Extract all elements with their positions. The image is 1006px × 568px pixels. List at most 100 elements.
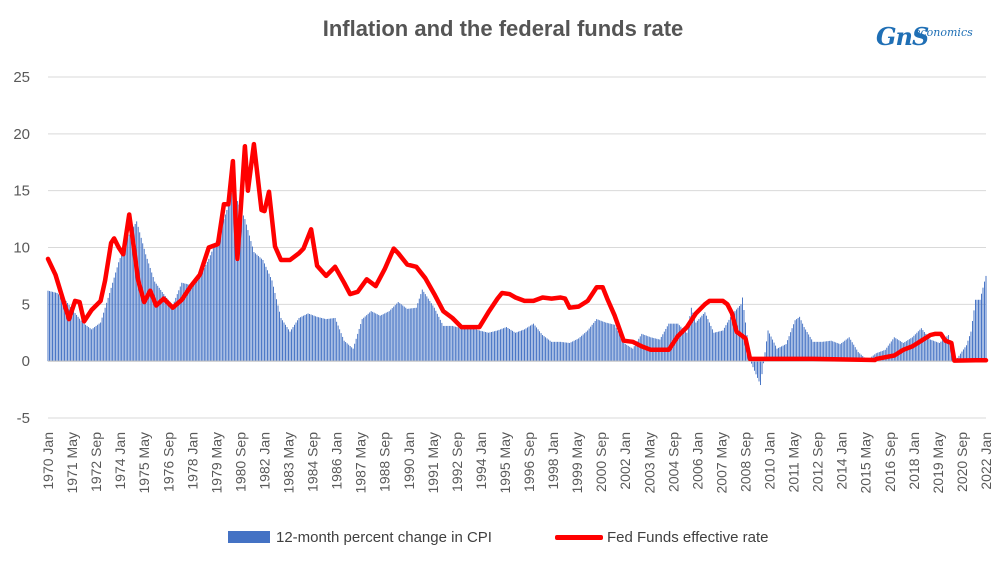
cpi-bar [349, 346, 351, 362]
cpi-bar [830, 340, 832, 362]
cpi-bar [166, 297, 168, 362]
cpi-bar [486, 332, 488, 362]
cpi-bar [358, 328, 360, 362]
cpi-bar [848, 337, 850, 362]
cpi-bar [812, 341, 814, 362]
x-tick-label: 2020 Sep [954, 432, 970, 492]
cpi-bar [217, 237, 219, 362]
cpi-bar [89, 328, 91, 362]
cpi-bar [761, 361, 763, 375]
cpi-bar [351, 347, 353, 362]
cpi-bar [576, 339, 578, 362]
cpi-bar [815, 341, 817, 362]
cpi-bar [239, 208, 241, 362]
cpi-bar [938, 342, 940, 362]
cpi-bar [411, 308, 413, 362]
y-tick-label: -5 [17, 410, 30, 427]
cpi-bar [301, 316, 303, 362]
cpi-bar [859, 353, 861, 362]
cpi-bar [49, 291, 50, 362]
cpi-bar [555, 341, 557, 362]
cpi-bar [279, 311, 280, 362]
cpi-bar [101, 317, 103, 362]
cpi-bar [805, 329, 807, 362]
cpi-bar [257, 256, 259, 362]
cpi-bar [67, 302, 69, 362]
cpi-bar [235, 197, 237, 362]
cpi-bar [456, 327, 458, 362]
cpi-bar [116, 267, 118, 362]
cpi-bar [372, 311, 374, 362]
cpi-bar [298, 317, 300, 362]
cpi-bar [127, 237, 129, 362]
cpi-bar [540, 333, 542, 362]
cpi-bar [965, 345, 967, 362]
cpi-bar [197, 278, 199, 362]
cpi-bar [121, 253, 123, 362]
cpi-bar [421, 289, 423, 362]
cpi-bar [588, 328, 590, 362]
cpi-bar [609, 323, 611, 362]
cpi-bar [103, 312, 105, 362]
cpi-bar [274, 292, 276, 362]
cpi-bar [205, 264, 207, 362]
cpi-bar [799, 316, 801, 362]
cpi-bar [847, 338, 849, 362]
cpi-bar [818, 341, 820, 362]
cpi-bar [62, 298, 64, 362]
cpi-bar [324, 318, 326, 362]
x-tick-label: 2006 Jan [689, 432, 705, 490]
cpi-bar [663, 331, 665, 362]
cpi-bar [199, 277, 201, 362]
cpi-bar [160, 289, 162, 362]
cpi-bar [735, 309, 737, 362]
cpi-bar [263, 263, 265, 362]
cpi-bar [379, 315, 381, 362]
cpi-bar [193, 282, 195, 362]
cpi-bar [668, 323, 670, 362]
cpi-bar [961, 351, 963, 362]
cpi-bar [732, 312, 734, 362]
cpi-bar [148, 263, 150, 362]
x-tick-label: 2019 May [930, 432, 946, 493]
cpi-bar [920, 328, 922, 362]
cpi-bar [367, 313, 369, 362]
cpi-bar [784, 344, 786, 362]
cpi-bar [346, 343, 348, 362]
cpi-bar [537, 329, 539, 362]
cpi-bar [845, 339, 847, 362]
cpi-bar [582, 334, 584, 362]
cpi-bar [215, 240, 217, 362]
cpi-bar [271, 280, 273, 362]
x-tick-label: 2007 May [713, 432, 729, 493]
cpi-bar [436, 313, 438, 362]
x-tick-label: 1983 May [281, 432, 297, 493]
cpi-bar [79, 318, 81, 362]
x-tick-label: 1990 Jan [401, 432, 417, 490]
cpi-bar [940, 341, 942, 362]
x-tick-label: 1995 May [497, 432, 513, 493]
cpi-bar [364, 316, 366, 362]
cpi-bar [400, 304, 402, 362]
cpi-bar [196, 279, 198, 362]
cpi-bar [615, 327, 617, 362]
cpi-bar [704, 312, 706, 362]
cpi-bar [318, 317, 320, 362]
cpi-bar [959, 353, 961, 362]
cpi-bar [211, 251, 213, 362]
cpi-bar [893, 337, 895, 362]
cpi-bar [570, 342, 572, 362]
cpi-bar [597, 319, 599, 362]
cpi-bar [946, 336, 948, 362]
cpi-bar [339, 329, 341, 362]
cpi-bar [394, 305, 396, 362]
cpi-bar [387, 311, 389, 362]
cpi-bar [214, 244, 216, 362]
cpi-bar [699, 317, 701, 362]
cpi-bar [163, 294, 165, 362]
cpi-bar [889, 343, 891, 362]
cpi-bar [220, 228, 222, 362]
cpi-bar [459, 327, 461, 362]
cpi-bar [179, 286, 181, 362]
cpi-bar [438, 316, 440, 362]
